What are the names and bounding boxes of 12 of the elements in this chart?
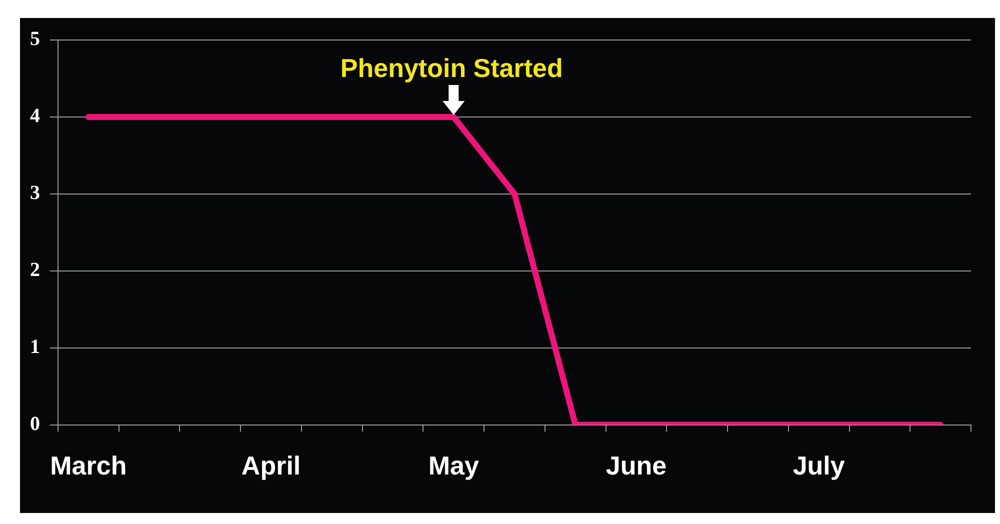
x-tick-label: July: [792, 450, 846, 481]
x-tick-label: May: [428, 450, 480, 481]
x-tick-label: April: [241, 450, 301, 481]
y-tick-label: 0: [30, 412, 40, 435]
y-tick-label: 3: [30, 182, 40, 204]
y-tick-label: 2: [30, 259, 40, 282]
annotation: Phenytoin Started: [340, 52, 563, 83]
y-tick-label: 1: [30, 336, 40, 358]
y-tick-label: 5: [30, 28, 40, 50]
x-tick-label: June: [606, 450, 667, 481]
x-tick-label: March: [50, 450, 127, 481]
y-tick-label: 4: [30, 105, 40, 128]
